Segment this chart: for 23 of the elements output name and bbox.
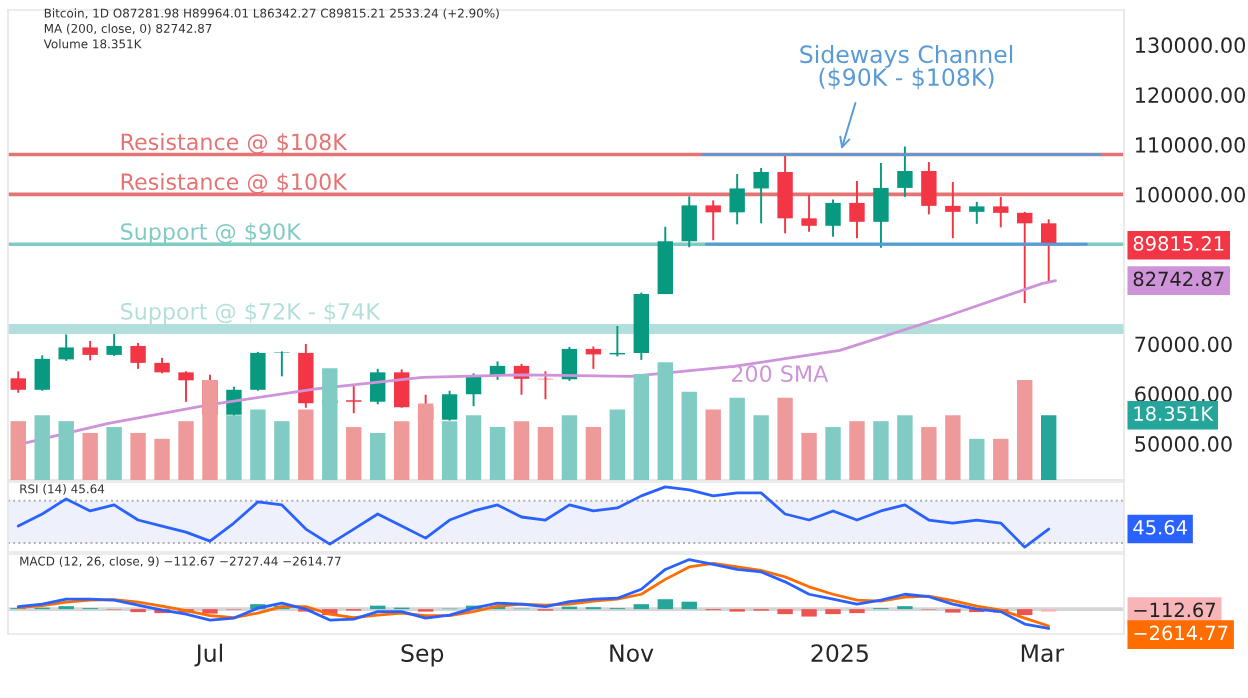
ref-line-label: Support @ $90K	[121, 222, 302, 245]
text: 18.351K	[1134, 406, 1214, 421]
text: 45.64	[1133, 520, 1187, 535]
x-tick-label: Jul	[194, 643, 223, 667]
y-tick-label: 130000.00	[1136, 37, 1245, 54]
text: 82742.87	[1133, 271, 1224, 287]
ref-line-label: Resistance @ $108K	[121, 133, 348, 154]
ref-line-label: Resistance @ $100K	[121, 172, 348, 194]
y-tick-label: 100000.00	[1136, 186, 1245, 203]
y-tick-label: 50000.00	[1135, 436, 1232, 452]
band-label: Support @ $72K - $74K	[121, 302, 381, 324]
x-tick-label: Mar	[1021, 644, 1065, 662]
y-tick-label: 70000.00	[1135, 336, 1232, 353]
annotation: 200 SMA	[731, 365, 829, 383]
annotation: Sideways Channel ($90K - $108K)	[800, 44, 1013, 90]
x-tick-label: Sep	[401, 644, 444, 667]
y-tick-label: 120000.00	[1136, 87, 1245, 103]
text: 89815.21	[1133, 236, 1224, 251]
text: −112.67	[1134, 602, 1215, 618]
x-tick-label: 2025	[811, 644, 868, 662]
text: −2614.77	[1134, 625, 1228, 641]
y-tick-label: 110000.00	[1136, 137, 1245, 153]
x-tick-label: Nov	[610, 644, 654, 662]
